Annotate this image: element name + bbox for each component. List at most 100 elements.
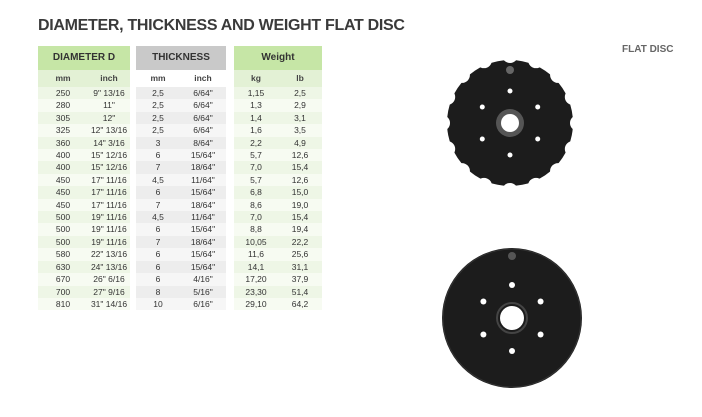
cell: 15/64" xyxy=(180,260,226,274)
spacer xyxy=(130,297,136,311)
cell: 15,0 xyxy=(278,186,322,199)
cell: 2,5 xyxy=(136,99,180,112)
spacer xyxy=(226,70,234,87)
cell: 580 xyxy=(38,248,88,261)
disc-part xyxy=(564,88,581,105)
scalloped-disc xyxy=(434,47,586,199)
cell: 8 xyxy=(136,285,180,298)
spacer xyxy=(226,111,234,125)
disc-part xyxy=(502,47,518,63)
cell: 12" xyxy=(88,111,130,125)
spacer xyxy=(226,248,234,261)
disc-part xyxy=(535,104,541,110)
spacer xyxy=(130,273,136,286)
cell: 23,30 xyxy=(234,285,278,298)
cell: 500 xyxy=(38,235,88,249)
spacer xyxy=(130,161,136,174)
spacer xyxy=(130,186,136,199)
disc-part xyxy=(509,282,515,288)
cell: 7,0 xyxy=(234,211,278,224)
cell: 6 xyxy=(136,248,180,261)
cell: 51,4 xyxy=(278,285,322,298)
spacer xyxy=(226,285,234,298)
cell: 4/16" xyxy=(180,273,226,286)
spacer xyxy=(130,70,136,87)
spacer xyxy=(130,198,136,212)
sub-header: inch xyxy=(194,73,212,84)
cell: 700 xyxy=(38,285,88,298)
disc-part xyxy=(535,136,541,142)
cell: 14,1 xyxy=(234,260,278,274)
sub-header: kg xyxy=(234,70,278,87)
cell: 19,0 xyxy=(278,198,322,212)
disc-part xyxy=(453,163,470,180)
cell: 6 xyxy=(136,186,180,199)
disc-part xyxy=(434,115,450,131)
sub-header: lb xyxy=(278,70,322,87)
cell: 2,5 xyxy=(136,87,180,100)
cell: 6/64" xyxy=(180,111,226,125)
cell: 1,4 xyxy=(234,111,278,125)
cell: 25,6 xyxy=(278,248,322,261)
cell: 7,0 xyxy=(234,161,278,174)
cell: 3 xyxy=(136,136,180,150)
spacer xyxy=(130,211,136,224)
disc-part xyxy=(550,66,567,83)
cell: 2,5 xyxy=(136,124,180,137)
disc-part xyxy=(528,52,545,69)
cell: 12" 13/16 xyxy=(88,124,130,137)
cell: 6/64" xyxy=(180,124,226,137)
disc-part xyxy=(480,298,487,305)
cell: 15" 12/16 xyxy=(88,161,130,174)
cell: 11/64" xyxy=(180,173,226,187)
cell: 19" 11/16 xyxy=(88,235,130,249)
disc-part xyxy=(528,177,545,194)
cell: 18/64" xyxy=(180,161,226,174)
spacer xyxy=(130,136,136,150)
spacer xyxy=(130,285,136,298)
cell: 64,2 xyxy=(278,297,322,311)
cell: 10,05 xyxy=(234,235,278,249)
disc-part xyxy=(479,104,485,110)
plain-disc xyxy=(442,248,582,388)
cell: 1,15 xyxy=(234,87,278,100)
cell: 2,2 xyxy=(234,136,278,150)
cell: 1,6 xyxy=(234,124,278,137)
cell: 19" 11/16 xyxy=(88,223,130,236)
cell: 3,5 xyxy=(278,124,322,137)
cell: 22" 13/16 xyxy=(88,248,130,261)
disc-part xyxy=(509,348,515,354)
cell: 9" 13/16 xyxy=(88,87,130,100)
cell: 2,9 xyxy=(278,99,322,112)
disc-part xyxy=(507,152,513,158)
cell: 3,1 xyxy=(278,111,322,125)
cell: 305 xyxy=(38,111,88,125)
cell: 400 xyxy=(38,161,88,174)
cell: 4,5 xyxy=(136,173,180,187)
cell: 450 xyxy=(38,173,88,187)
spacer xyxy=(226,173,234,187)
cell: 6/64" xyxy=(180,99,226,112)
spacer xyxy=(130,111,136,125)
cell: 15" 12/16 xyxy=(88,149,130,162)
cell: 8/64" xyxy=(180,136,226,150)
disc-part xyxy=(439,88,456,105)
cell: 18/64" xyxy=(180,198,226,212)
disc-part xyxy=(570,115,586,131)
cell: 15,4 xyxy=(278,161,322,174)
disc-part xyxy=(439,141,456,158)
cell: 22,2 xyxy=(278,235,322,249)
cell: 12,6 xyxy=(278,149,322,162)
disc-part xyxy=(507,88,513,94)
spacer xyxy=(130,223,136,236)
cell: 18/64" xyxy=(180,235,226,249)
cell: 11" xyxy=(88,99,130,112)
cell: 8,6 xyxy=(234,198,278,212)
cell: 15/64" xyxy=(180,186,226,199)
cell: 2,5 xyxy=(278,87,322,100)
disc-part xyxy=(502,183,518,199)
cell: 14" 3/16 xyxy=(88,136,130,150)
cell: 5,7 xyxy=(234,173,278,187)
